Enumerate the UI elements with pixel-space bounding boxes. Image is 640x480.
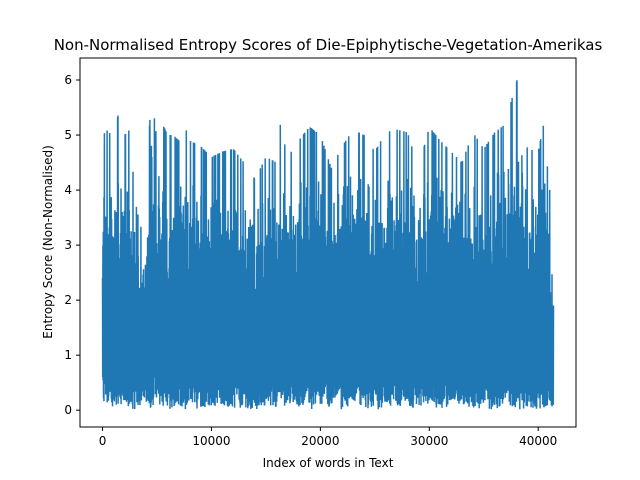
x-tick-label: 20000 (301, 434, 339, 448)
series-group (101, 80, 555, 410)
y-tick-label: 2 (64, 293, 72, 307)
y-tick-label: 4 (64, 183, 72, 197)
x-tick-label: 40000 (519, 434, 557, 448)
chart-title: Non-Normalised Entropy Scores of Die-Epi… (54, 36, 603, 54)
plot-frame (79, 57, 577, 428)
x-axis-label: Index of words in Text (263, 456, 394, 470)
x-tick-label: 30000 (410, 434, 448, 448)
x-axis-ticks: 0 10000 20000 30000 40000 (99, 427, 557, 448)
y-tick-label: 1 (64, 348, 72, 362)
x-tick-label: 10000 (192, 434, 230, 448)
y-tick-label: 5 (64, 128, 72, 142)
y-tick-label: 3 (64, 238, 72, 252)
y-tick-label: 6 (64, 73, 72, 87)
entropy-series-line (101, 80, 555, 410)
x-tick-label: 0 (99, 434, 107, 448)
y-axis-ticks: 0 1 2 3 4 5 6 (64, 73, 80, 417)
y-axis-label: Entropy Score (Non-Normalised) (41, 145, 55, 338)
y-tick-label: 0 (64, 403, 72, 417)
